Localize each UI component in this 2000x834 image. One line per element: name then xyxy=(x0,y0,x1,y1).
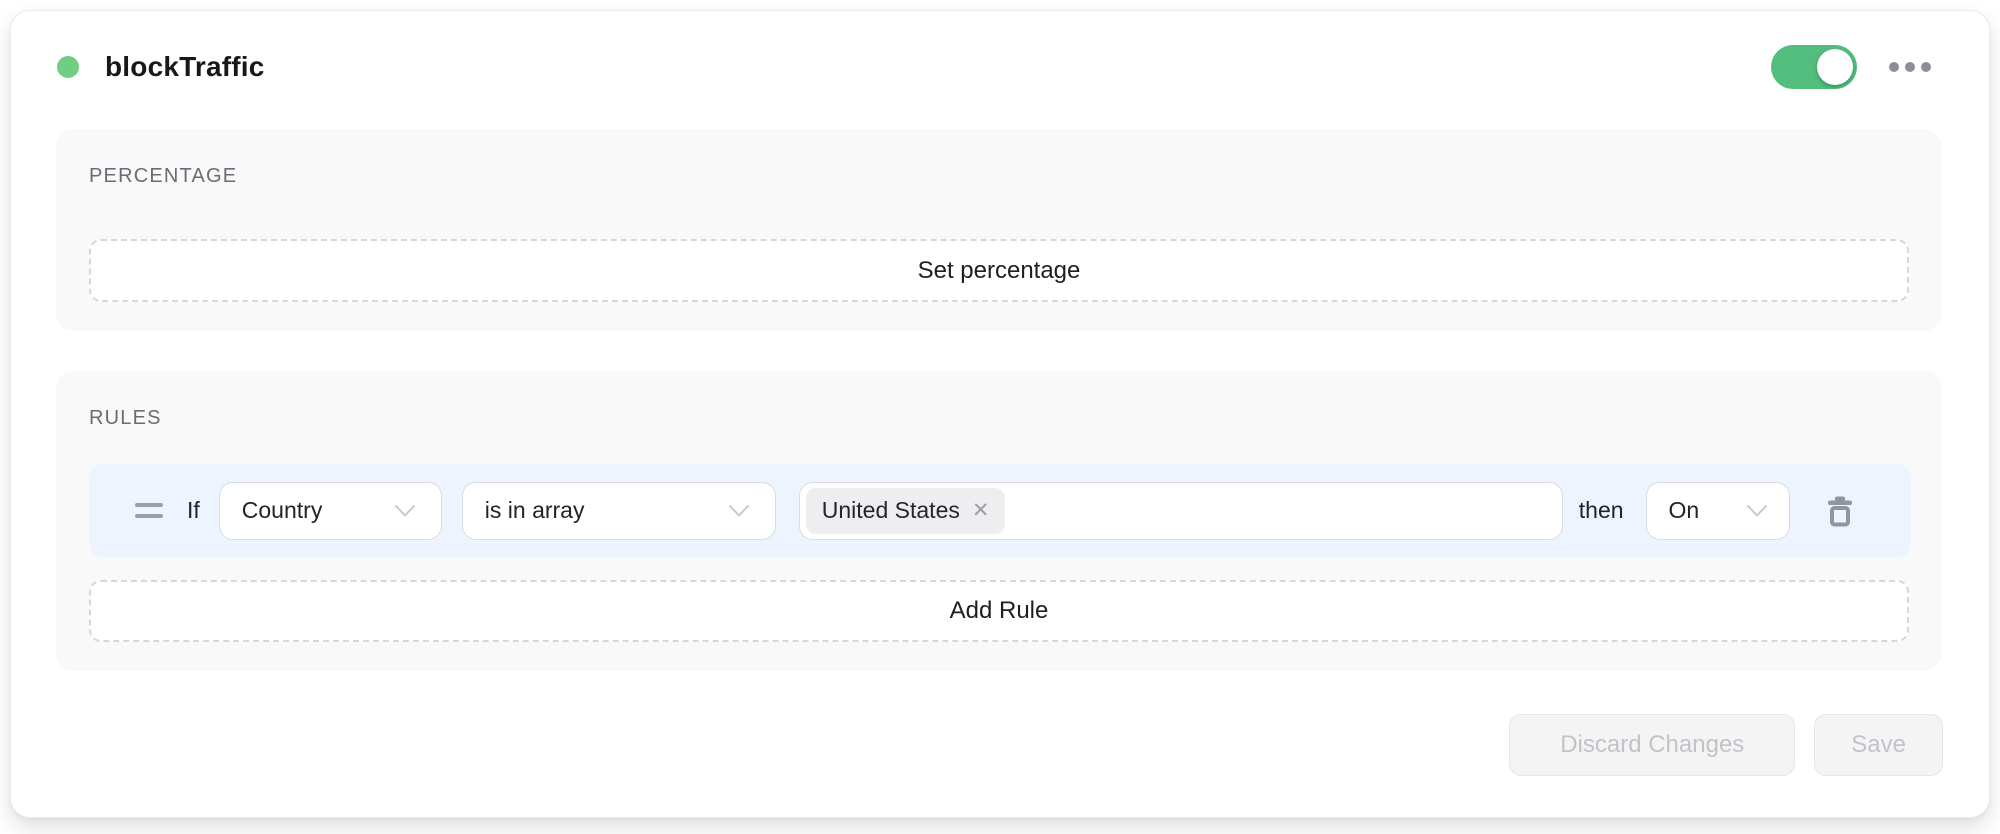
rule-attribute-select[interactable]: Country xyxy=(218,481,442,540)
delete-rule-button[interactable] xyxy=(1825,493,1855,529)
chevron-down-icon xyxy=(394,504,415,516)
flag-name: blockTraffic xyxy=(105,51,265,82)
chevron-down-icon xyxy=(1746,504,1767,516)
drag-handle-icon xyxy=(135,503,163,507)
footer-actions: Discard Changes Save xyxy=(1509,714,1943,776)
rule-serve-select[interactable]: On xyxy=(1645,481,1790,540)
rule-values-input[interactable]: United States ✕ xyxy=(798,481,1563,540)
rule-drag-handle[interactable] xyxy=(135,497,163,524)
remove-value-button[interactable]: ✕ xyxy=(972,500,990,521)
add-rule-button[interactable]: Add Rule xyxy=(89,580,1909,642)
set-percentage-button[interactable]: Set percentage xyxy=(89,239,1909,302)
flag-menu-button[interactable] xyxy=(1889,54,1931,80)
rules-section: RULES If Country is in array xyxy=(56,371,1942,671)
percentage-section: PERCENTAGE Set percentage xyxy=(56,129,1942,331)
status-dot-icon xyxy=(57,56,79,78)
rule-attribute-value: Country xyxy=(241,497,323,523)
rule-serve-value: On xyxy=(1668,497,1700,523)
value-tag: United States ✕ xyxy=(805,487,1006,534)
rules-section-label: RULES xyxy=(89,407,162,429)
feature-flag-card: blockTraffic PERCENTAGE Set percentage R… xyxy=(10,10,1990,818)
trash-icon xyxy=(1827,496,1852,526)
close-icon: ✕ xyxy=(971,499,990,522)
flag-enabled-toggle[interactable] xyxy=(1771,45,1857,89)
ellipsis-icon xyxy=(1905,62,1915,72)
rule-operator-value: is in array xyxy=(484,497,585,523)
save-button[interactable]: Save xyxy=(1814,714,1943,776)
rule-then-label: then xyxy=(1578,497,1624,523)
drag-handle-icon xyxy=(135,514,163,518)
ellipsis-icon xyxy=(1889,62,1899,72)
discard-changes-button[interactable]: Discard Changes xyxy=(1509,714,1796,776)
rule-operator-select[interactable]: is in array xyxy=(461,481,776,540)
value-tag-label: United States xyxy=(821,497,960,523)
flag-header: blockTraffic xyxy=(57,43,1931,91)
rule-if-label: If xyxy=(187,497,200,523)
percentage-section-label: PERCENTAGE xyxy=(89,165,238,187)
toggle-knob xyxy=(1817,49,1853,85)
ellipsis-icon xyxy=(1921,62,1931,72)
chevron-down-icon xyxy=(728,504,749,516)
rule-row: If Country is in array United States xyxy=(89,464,1911,557)
